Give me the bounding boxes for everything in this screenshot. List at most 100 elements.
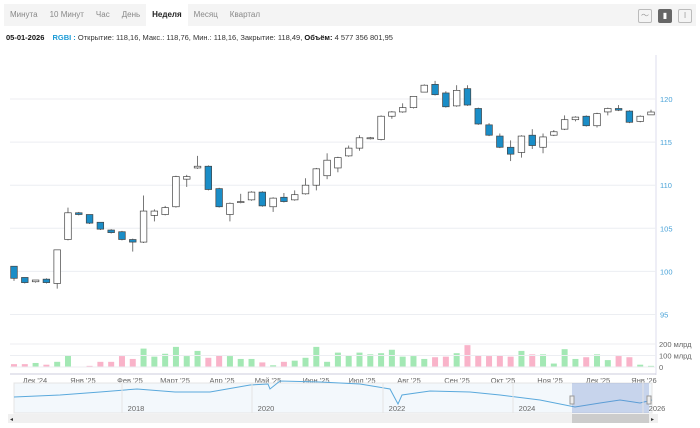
tab-quarter[interactable]: Квартал — [229, 10, 261, 19]
y-tick-label: 110 — [660, 181, 672, 190]
volume-bar — [259, 362, 266, 367]
candlestick-icon[interactable]: ▮ — [658, 9, 672, 23]
candle-down — [431, 83, 439, 96]
tab-day[interactable]: День — [121, 10, 141, 19]
navigator-year-label: 2020 — [258, 404, 275, 413]
volume-bar — [464, 345, 471, 367]
line-chart-icon[interactable]: 〜 — [638, 9, 652, 23]
scrollbar-thumb[interactable] — [572, 414, 649, 423]
volume-bar — [356, 352, 363, 367]
navigator-area — [13, 382, 653, 414]
candle-up — [355, 137, 364, 149]
candle-up — [64, 212, 72, 240]
volume-bar — [162, 353, 169, 367]
volume-bar — [410, 356, 417, 367]
candle-up — [593, 113, 601, 127]
tab-minute[interactable]: Минута — [10, 10, 38, 19]
candle-up — [323, 159, 331, 177]
candle-up — [53, 249, 61, 284]
candle-down — [118, 231, 126, 240]
volume-bar — [270, 365, 277, 367]
candle-up — [388, 111, 396, 117]
volume-bar — [518, 350, 525, 367]
candle-up — [237, 201, 245, 203]
volume-bar — [32, 362, 39, 367]
candle-down — [42, 278, 51, 283]
volume-bar — [21, 364, 28, 367]
candle-up — [312, 168, 320, 186]
volume-bar — [604, 360, 611, 367]
volume-tick-label: 200 млрд — [659, 340, 692, 349]
scroll-left-icon[interactable]: ◂ — [10, 417, 13, 423]
candle-up — [560, 119, 569, 130]
volume-bar — [626, 357, 633, 367]
navigator-handle-right[interactable] — [646, 395, 652, 405]
volume-bar — [334, 352, 341, 367]
candle-up — [172, 176, 180, 208]
candle-up — [31, 279, 40, 283]
navigator-selection[interactable] — [572, 383, 649, 413]
volume-bar — [129, 358, 136, 367]
x-tick-label: Апр '25 — [209, 376, 234, 385]
candle-down — [258, 191, 266, 207]
x-tick-label: Сен '25 — [444, 376, 470, 385]
volume-bar — [561, 349, 568, 367]
candle-up — [139, 210, 148, 243]
candle-down — [129, 239, 137, 243]
volume-bar — [64, 355, 71, 367]
volume-bar — [594, 354, 601, 367]
volume-bar — [205, 357, 212, 367]
volume-bar — [11, 364, 17, 367]
candle-up — [150, 210, 159, 216]
candle-up — [269, 197, 277, 208]
volume-tick-label: 100 млрд — [659, 352, 692, 361]
candle-up — [539, 136, 547, 148]
volume-bar — [540, 354, 547, 367]
candle-up — [183, 176, 191, 180]
candle-down — [10, 265, 18, 279]
volume-bar — [442, 356, 449, 367]
x-tick-label: Авг '25 — [397, 376, 421, 385]
scrollbar-track[interactable] — [8, 414, 658, 423]
volume-bar — [226, 356, 233, 367]
x-tick-label: Июн '25 — [302, 376, 329, 385]
candle-down — [280, 196, 288, 202]
x-tick-label: Март '25 — [160, 376, 190, 385]
x-tick-label: Ноя '25 — [537, 376, 563, 385]
volume-bar — [151, 356, 158, 367]
navigator-year-label: 2018 — [128, 404, 145, 413]
tab-10-minutes[interactable]: 10 Минут — [49, 10, 84, 19]
tab-hour[interactable]: Час — [95, 10, 110, 19]
candle-up — [366, 137, 374, 140]
navigator-line — [13, 380, 653, 408]
x-tick-label: Дек '24 — [23, 376, 47, 385]
x-tick-label: Янв '26 — [631, 376, 656, 385]
volume-bar — [97, 361, 104, 367]
ohlc-icon[interactable]: ǀ — [678, 9, 692, 23]
info-ohlc: Открытие: 118,16, Макс.: 118,76, Мин.: 1… — [77, 33, 303, 42]
tab-month[interactable]: Месяц — [193, 10, 218, 19]
candle-down — [582, 115, 590, 127]
interval-tabs: Минута 10 Минут Час День Неделя Месяц Кв… — [4, 4, 696, 26]
volume-bar — [529, 354, 536, 367]
volume-bar — [43, 364, 50, 367]
x-tick-label: Окт '25 — [491, 376, 516, 385]
candle-down — [625, 110, 634, 123]
x-tick-label: Янв '25 — [70, 376, 95, 385]
navigator[interactable]: 2018 2020 2022 2024 2026 — [13, 380, 665, 414]
x-tick-label: Май '25 — [255, 376, 282, 385]
candle-down — [485, 124, 493, 136]
candle-up — [226, 202, 234, 215]
volume-bar — [399, 356, 406, 367]
candle-down — [474, 108, 482, 125]
scroll-right-icon[interactable]: ▸ — [651, 417, 654, 423]
navigator-handle-left[interactable] — [569, 395, 575, 405]
tab-week[interactable]: Неделя — [146, 4, 188, 26]
y-tick-label: 105 — [660, 224, 673, 233]
candle-up — [550, 131, 558, 136]
volume-bar — [140, 348, 147, 367]
y-tick-label: 120 — [660, 95, 673, 104]
x-tick-label: Июл '25 — [348, 376, 375, 385]
candle-down — [204, 165, 212, 190]
